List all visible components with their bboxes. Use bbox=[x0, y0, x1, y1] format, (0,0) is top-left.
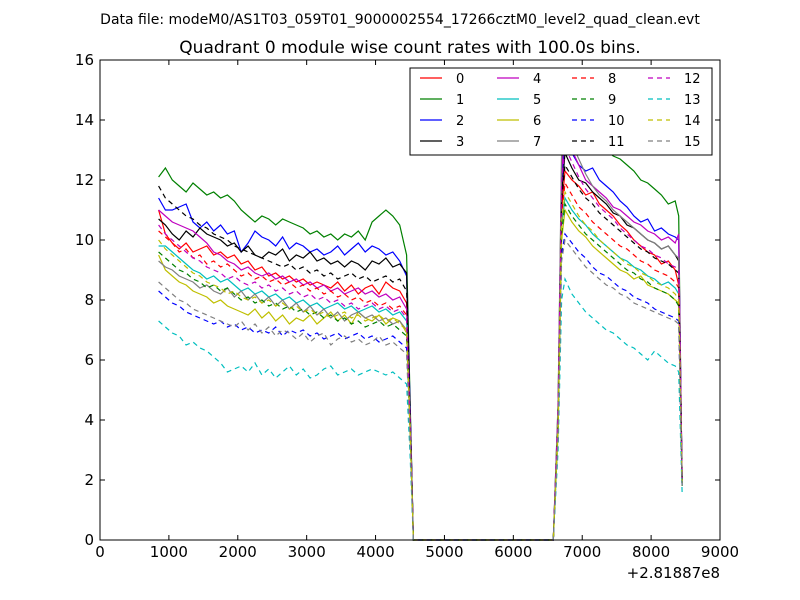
y-tick-label: 16 bbox=[75, 51, 94, 69]
x-tick-label: 8000 bbox=[632, 543, 670, 561]
legend-label-2: 2 bbox=[456, 114, 464, 129]
x-tick-label: 4000 bbox=[356, 543, 394, 561]
x-tick-label: 0 bbox=[95, 543, 105, 561]
x-tick-label: 5000 bbox=[425, 543, 463, 561]
legend-label-10: 10 bbox=[608, 114, 625, 129]
ticks-layer: 0 1000 2000 3000 4000 5000 6000 7000 8000 9000 0 2 4… bbox=[75, 51, 739, 561]
x-offset-label: +2.81887e8 bbox=[627, 564, 720, 582]
y-tick-label: 6 bbox=[84, 351, 94, 369]
y-tick-label: 12 bbox=[75, 171, 94, 189]
series-line-5 bbox=[158, 196, 683, 541]
series-line-1 bbox=[158, 92, 683, 541]
series-line-2 bbox=[158, 135, 683, 541]
legend-label-0: 0 bbox=[456, 72, 464, 87]
y-tick-label: 10 bbox=[75, 231, 94, 249]
legend-label-14: 14 bbox=[684, 114, 701, 129]
series-line-6 bbox=[158, 208, 683, 541]
series-line-4 bbox=[158, 131, 683, 541]
legend-label-15: 15 bbox=[684, 135, 701, 150]
series-line-3 bbox=[158, 150, 683, 541]
x-tick-label: 2000 bbox=[219, 543, 257, 561]
legend-label-3: 3 bbox=[456, 135, 464, 150]
series-line-13 bbox=[158, 276, 683, 541]
series-line-15 bbox=[158, 238, 683, 541]
legend-label-7: 7 bbox=[533, 135, 541, 150]
series-layer bbox=[158, 92, 683, 541]
series-line-9 bbox=[158, 202, 683, 541]
y-tick-label: 14 bbox=[75, 111, 94, 129]
y-tick-label: 2 bbox=[84, 471, 94, 489]
series-line-10 bbox=[158, 232, 683, 541]
chart-suptitle: Data file: modeM0/AS1T03_059T01_90000025… bbox=[100, 12, 700, 28]
legend-label-5: 5 bbox=[533, 93, 541, 108]
series-line-12 bbox=[158, 144, 683, 541]
legend-label-1: 1 bbox=[456, 93, 464, 108]
legend-label-8: 8 bbox=[608, 72, 616, 87]
x-tick-label: 1000 bbox=[150, 543, 188, 561]
series-line-11 bbox=[158, 163, 683, 541]
series-line-0 bbox=[158, 169, 683, 541]
y-tick-label: 8 bbox=[84, 291, 94, 309]
legend-label-12: 12 bbox=[684, 72, 701, 87]
legend-label-4: 4 bbox=[533, 72, 541, 87]
legend-label-6: 6 bbox=[533, 114, 541, 129]
x-tick-label: 6000 bbox=[494, 543, 532, 561]
legend-label-11: 11 bbox=[608, 135, 625, 150]
x-tick-label: 3000 bbox=[288, 543, 326, 561]
series-line-7 bbox=[158, 119, 683, 541]
legend-label-13: 13 bbox=[684, 93, 701, 108]
x-tick-label: 9000 bbox=[701, 543, 739, 561]
y-tick-label: 0 bbox=[84, 531, 94, 549]
legend-label-9: 9 bbox=[608, 93, 616, 108]
x-tick-label: 7000 bbox=[563, 543, 601, 561]
series-line-8 bbox=[158, 181, 683, 541]
chart-title: Quadrant 0 module wise count rates with … bbox=[179, 38, 640, 58]
y-tick-label: 4 bbox=[84, 411, 94, 429]
